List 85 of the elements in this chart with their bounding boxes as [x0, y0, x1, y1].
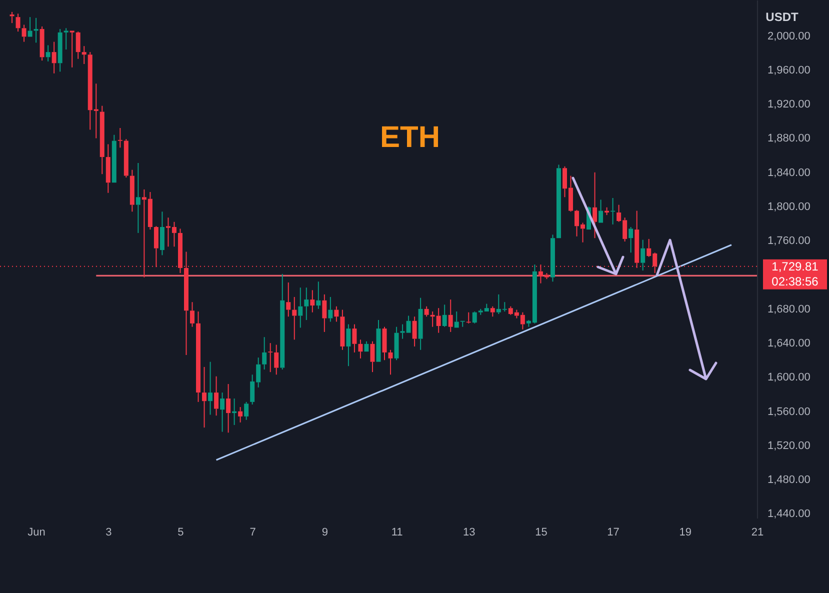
candlestick [220, 392, 225, 432]
x-tick-label: 9 [322, 526, 328, 538]
y-tick-label: 1,480.00 [768, 474, 810, 486]
y-axis-title: USDT [766, 10, 799, 24]
candlestick [70, 30, 74, 68]
candlestick [82, 46, 86, 65]
candlestick [160, 211, 164, 256]
candlestick [550, 234, 555, 282]
x-tick-label: 11 [391, 526, 403, 538]
candlestick [364, 340, 369, 352]
candlestick [226, 384, 231, 434]
candlestick [208, 361, 213, 416]
candlestick [448, 299, 453, 332]
text: 02:38:56 [772, 274, 819, 288]
y-tick-label: 1,600.00 [768, 372, 810, 384]
x-tick-label: 13 [462, 526, 476, 538]
candlestick [322, 294, 327, 332]
candlestick [334, 306, 339, 322]
text: ETH [380, 121, 440, 154]
candlestick [130, 169, 134, 212]
candlestick [190, 302, 195, 328]
x-tick-label: 17 [607, 526, 620, 538]
candlestick [28, 16, 32, 37]
candlestick [640, 239, 646, 272]
candlestick [340, 309, 345, 350]
candlestick [598, 199, 604, 223]
y-tick-label: 1,560.00 [768, 406, 810, 418]
candlestick [64, 28, 68, 50]
candlestick [118, 128, 122, 148]
candlestick [16, 13, 20, 32]
candlestick [202, 366, 207, 428]
y-tick-label: 1,680.00 [768, 303, 810, 316]
candlestick [346, 324, 351, 367]
y-tick-label: 1,840.00 [768, 166, 810, 179]
candlestick [136, 162, 140, 234]
candlestick [238, 406, 243, 423]
x-tick-label: 21 [751, 526, 764, 538]
candlestick [106, 144, 110, 194]
candlestick [262, 336, 267, 370]
y-tick-label: 1,440.00 [768, 508, 810, 520]
candlestick [358, 339, 363, 359]
candlestick [22, 24, 26, 42]
candlestick [466, 312, 471, 324]
y-tick-label: 1,880.00 [768, 132, 810, 145]
candlestick [76, 31, 80, 60]
candlestick [442, 304, 447, 328]
candlestick [376, 320, 381, 362]
candlestick [100, 105, 104, 175]
y-tick-label: 1,960.00 [768, 64, 810, 76]
y-tick-label: 1,800.00 [768, 201, 810, 214]
candlestick [316, 281, 321, 310]
candlestick [298, 287, 303, 328]
candlestick [112, 134, 116, 183]
candlestick [46, 44, 50, 62]
x-tick-label: 15 [535, 526, 548, 538]
x-tick-label: Jun [28, 526, 46, 538]
candlestick [472, 310, 477, 324]
candlestick [352, 324, 357, 353]
candlestick [58, 28, 62, 72]
candlestick [556, 164, 561, 238]
candlestick [292, 296, 297, 340]
candlestick [274, 344, 279, 376]
candlestick [286, 282, 291, 318]
candlestick [454, 310, 459, 328]
candlestick [388, 349, 393, 376]
candlestick [418, 297, 423, 350]
candlestick [310, 290, 315, 313]
y-tick-label: 2,000.00 [768, 30, 810, 42]
y-tick-label: 1,520.00 [768, 440, 810, 452]
candlestick [196, 310, 201, 402]
y-tick-label: 1,760.00 [768, 235, 810, 248]
candlestick [370, 340, 375, 373]
candlestick [52, 41, 56, 74]
x-tick-label: 19 [679, 526, 692, 538]
y-tick-label: 1,640.00 [768, 338, 810, 350]
x-tick-label: 3 [106, 526, 112, 538]
x-tick-label: 7 [250, 526, 256, 538]
candlestick [304, 287, 309, 321]
candlestick [40, 26, 44, 62]
candlestick [214, 376, 219, 416]
ref-line-label: 1,729.81 [772, 259, 819, 274]
x-tick-label: 5 [178, 526, 184, 538]
y-tick-label: 1,920.00 [768, 98, 810, 111]
candlestick [412, 316, 417, 347]
candlestick [268, 342, 273, 373]
